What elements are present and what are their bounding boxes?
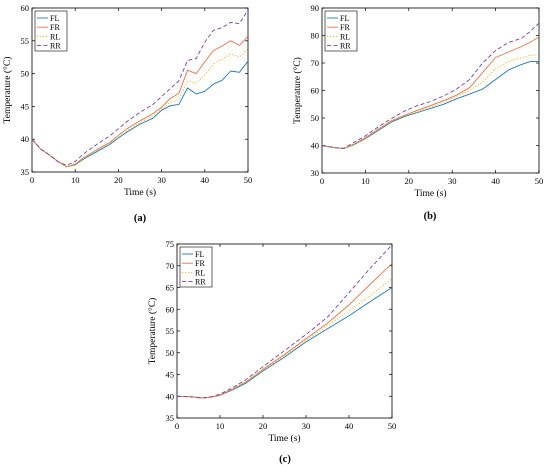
legend-label-rl: RL bbox=[195, 268, 205, 277]
series-line-rl bbox=[31, 48, 249, 168]
x-axis-label: Time (s) bbox=[414, 188, 446, 199]
legend-label-fl: FL bbox=[50, 14, 59, 23]
y-tick-label: 60 bbox=[166, 304, 175, 314]
y-axis-label: Temperature (°C) bbox=[2, 57, 13, 124]
series-line-rr bbox=[176, 244, 393, 399]
y-tick-label: 65 bbox=[166, 283, 175, 293]
panel-caption: (c) bbox=[279, 454, 291, 465]
x-tick-label: 20 bbox=[114, 175, 123, 185]
series-line-fl bbox=[31, 60, 249, 168]
x-axis-label: Time (s) bbox=[268, 433, 300, 444]
y-tick-label: 75 bbox=[166, 239, 175, 249]
y-tick-label: 40 bbox=[21, 134, 30, 144]
y-tick-label: 40 bbox=[311, 141, 320, 151]
x-tick-label: 30 bbox=[448, 176, 457, 186]
y-tick-label: 70 bbox=[166, 261, 175, 271]
series-line-fl bbox=[321, 61, 539, 149]
y-tick-label: 30 bbox=[311, 168, 320, 178]
chart-panel-1: 0 10 20 30 40 50 30 40 50 60 70 80 90 Time (s) Tempera… bbox=[292, 3, 543, 222]
series-line-rr bbox=[321, 22, 540, 149]
y-tick-label: 60 bbox=[21, 3, 30, 13]
x-tick-label: 50 bbox=[244, 175, 253, 185]
y-axis-label: Temperature (°C) bbox=[147, 298, 158, 365]
legend-label-rr: RR bbox=[50, 42, 61, 51]
y-tick-label: 55 bbox=[166, 326, 175, 336]
x-tick-label: 10 bbox=[216, 421, 225, 431]
series-line-rr bbox=[31, 9, 249, 166]
chart-panel-2: 0 10 20 30 40 50 35 40 45 50 55 60 65 70 75 Time (s) Tem… bbox=[147, 239, 396, 465]
x-tick-label: 20 bbox=[259, 421, 268, 431]
y-tick-label: 90 bbox=[311, 3, 320, 13]
y-tick-label: 80 bbox=[311, 31, 320, 41]
legend-label-rl: RL bbox=[50, 32, 60, 41]
y-tick-label: 45 bbox=[21, 101, 30, 111]
panel-caption: (b) bbox=[424, 211, 437, 222]
series-line-fr bbox=[31, 35, 249, 168]
x-tick-label: 30 bbox=[157, 175, 166, 185]
x-tick-label: 30 bbox=[302, 421, 311, 431]
series-line-rl bbox=[176, 278, 393, 399]
legend-label-fl: FL bbox=[340, 14, 349, 23]
y-tick-label: 50 bbox=[166, 348, 175, 358]
legend-label-fr: FR bbox=[195, 259, 205, 268]
y-tick-label: 45 bbox=[166, 370, 175, 380]
legend-label-fr: FR bbox=[340, 23, 350, 32]
y-tick-label: 35 bbox=[166, 413, 175, 423]
legend-label-rr: RR bbox=[340, 42, 351, 51]
y-tick-label: 35 bbox=[21, 167, 30, 177]
x-tick-label: 50 bbox=[388, 421, 397, 431]
x-tick-label: 20 bbox=[405, 176, 414, 186]
x-tick-label: 0 bbox=[30, 175, 34, 185]
y-tick-label: 70 bbox=[311, 58, 320, 68]
legend-label-fl: FL bbox=[195, 250, 204, 259]
plot-frame bbox=[31, 7, 249, 173]
series-line-rl bbox=[321, 54, 540, 149]
x-tick-label: 0 bbox=[320, 176, 324, 186]
chart-panel-0: 0 10 20 30 40 50 35 40 45 50 55 60 Time (s) Temperatu… bbox=[2, 3, 252, 224]
series-line-fl bbox=[176, 287, 393, 399]
x-tick-label: 10 bbox=[71, 175, 80, 185]
x-tick-label: 50 bbox=[535, 176, 544, 186]
x-tick-label: 40 bbox=[201, 175, 210, 185]
x-tick-label: 10 bbox=[361, 176, 370, 186]
x-tick-label: 40 bbox=[345, 421, 354, 431]
legend-label-rl: RL bbox=[340, 32, 350, 41]
y-tick-label: 50 bbox=[21, 69, 30, 79]
y-axis-label: Temperature (°C) bbox=[292, 57, 303, 124]
x-axis-label: Time (s) bbox=[124, 187, 156, 198]
legend-label-fr: FR bbox=[50, 23, 60, 32]
y-tick-label: 50 bbox=[311, 113, 320, 123]
y-tick-label: 40 bbox=[166, 391, 175, 401]
series-line-fr bbox=[321, 36, 540, 149]
x-tick-label: 0 bbox=[175, 421, 179, 431]
legend-label-rr: RR bbox=[195, 278, 206, 287]
y-tick-label: 55 bbox=[21, 36, 30, 46]
y-tick-label: 60 bbox=[311, 86, 320, 96]
x-tick-label: 40 bbox=[491, 176, 500, 186]
panel-caption: (a) bbox=[134, 213, 147, 224]
